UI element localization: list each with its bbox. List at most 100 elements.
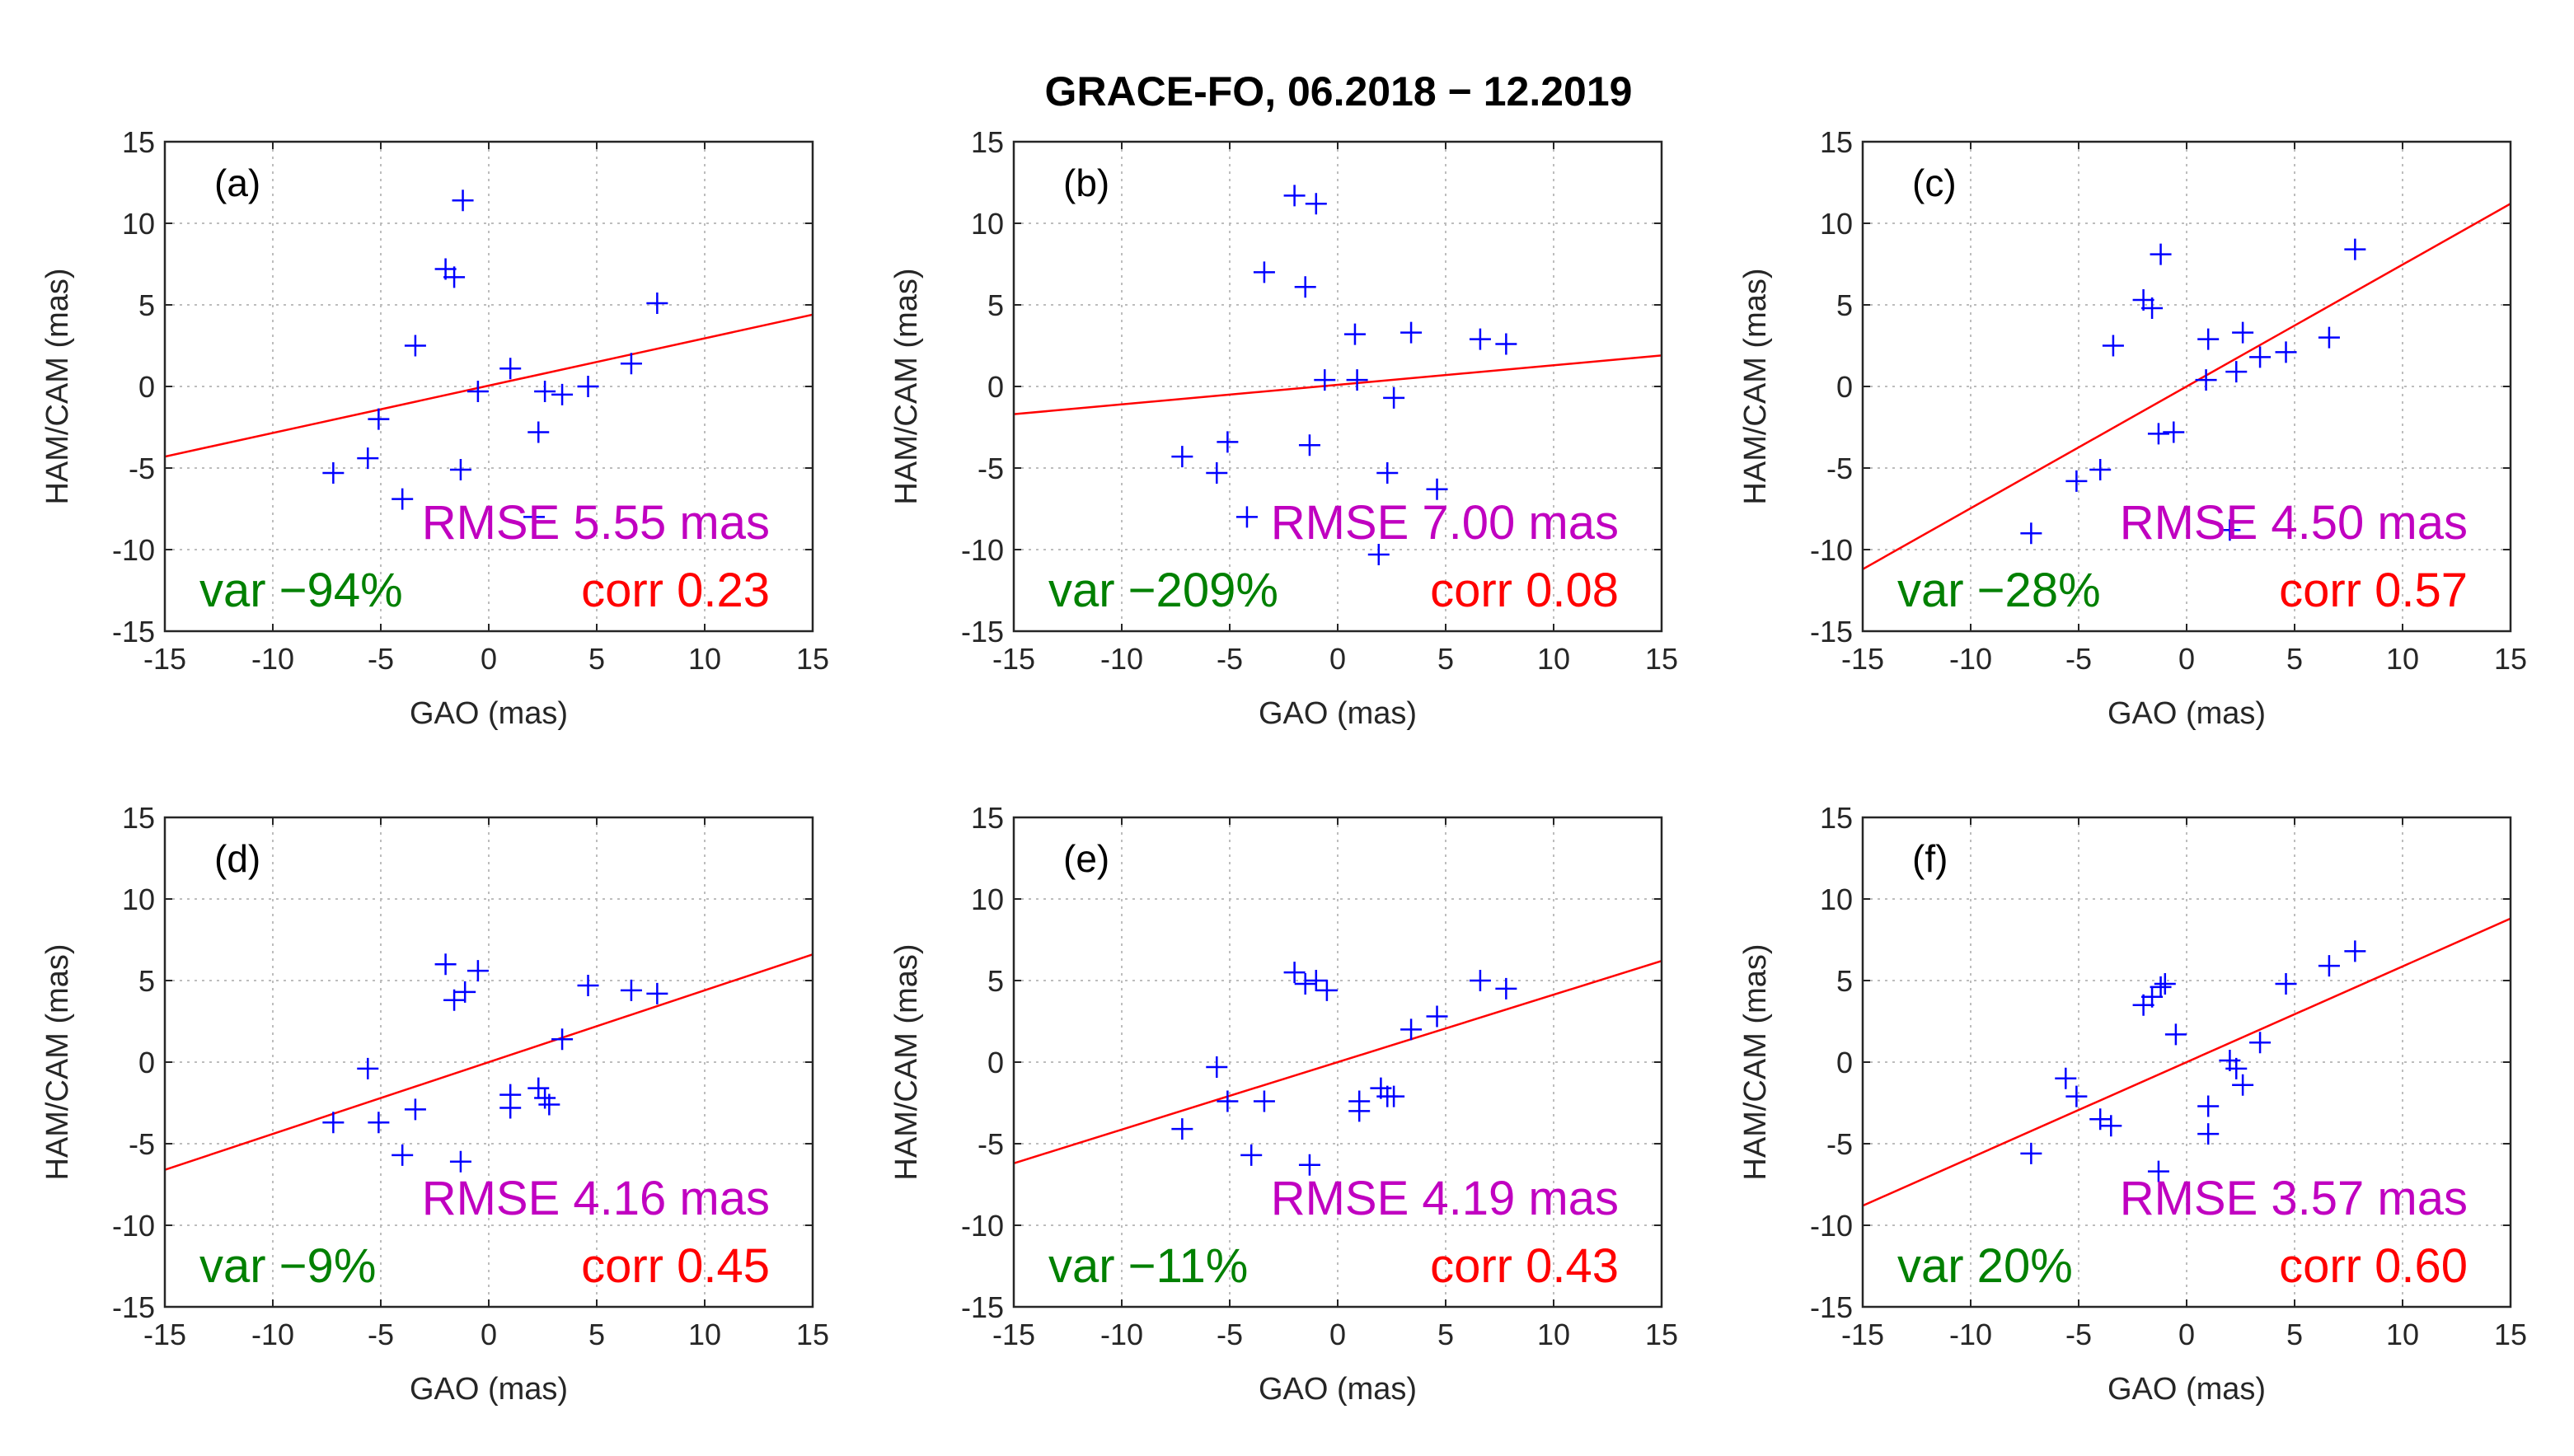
data-point — [1469, 328, 1491, 350]
correlation-text: corr 0.43 — [1430, 1239, 1619, 1293]
y-axis-label: HAM/CAM (mas) — [889, 943, 924, 1180]
fit-line — [165, 953, 813, 1171]
panels: -15 -10 -5 0 5 10 15 15 10 5 0 -5 -10 -15 (a) RMSE 5.55… — [40, 125, 2527, 1407]
y-tick-label: -10 — [961, 1209, 1004, 1243]
data-point — [2275, 341, 2297, 363]
y-tick-label: -5 — [1826, 452, 1853, 485]
data-point — [620, 353, 642, 375]
y-tick-label: 5 — [987, 288, 1004, 322]
data-point — [2249, 1032, 2272, 1054]
fit-line — [165, 313, 813, 458]
data-point — [2150, 243, 2172, 265]
x-tick-label: 10 — [1537, 642, 1570, 676]
y-tick-label: -15 — [112, 1290, 155, 1324]
panel-label: (e) — [1063, 837, 1109, 880]
y-axis-label: HAM/CAM (mas) — [1738, 268, 1773, 504]
x-tick-label: -15 — [992, 1318, 1035, 1351]
y-tick-label: 10 — [1820, 207, 1853, 241]
x-tick-label: -10 — [1949, 642, 1992, 676]
data-point — [2344, 940, 2366, 962]
fit-line — [1863, 917, 2511, 1207]
data-point — [1383, 1085, 1405, 1107]
y-tick-label: 5 — [987, 964, 1004, 998]
data-point — [1171, 1118, 1193, 1140]
axes-frame — [1012, 816, 1663, 1309]
correlation-text: corr 0.60 — [2279, 1239, 2468, 1293]
y-tick-label: 15 — [971, 801, 1004, 835]
axes-frame — [1861, 140, 2512, 633]
x-tick-label: 5 — [2286, 1318, 2303, 1351]
y-tick-label: 0 — [138, 1046, 155, 1079]
y-tick-label: 15 — [1820, 125, 1853, 159]
data-point — [1426, 1005, 1448, 1028]
data-point — [2197, 1123, 2220, 1145]
variance-text: var −11% — [1048, 1239, 1248, 1293]
x-tick-label: 15 — [2494, 1318, 2527, 1351]
data-point — [620, 979, 642, 1001]
data-point — [2225, 1057, 2248, 1079]
data-point — [1400, 1018, 1423, 1041]
x-tick-label: -15 — [143, 642, 186, 676]
data-point — [2318, 326, 2340, 349]
data-point — [2318, 955, 2340, 977]
data-point — [467, 960, 489, 982]
data-point — [577, 974, 599, 996]
variance-text: var −209% — [1048, 564, 1278, 617]
x-tick-label: 5 — [1437, 1318, 1454, 1351]
panel-label: (f) — [1912, 837, 1948, 880]
x-tick-label: -5 — [368, 642, 394, 676]
y-tick-label: 5 — [138, 964, 155, 998]
x-tick-label: 0 — [2178, 642, 2195, 676]
data-point — [534, 380, 556, 402]
correlation-text: corr 0.45 — [581, 1239, 770, 1293]
data-point — [523, 506, 546, 528]
y-axis-label: HAM/CAM (mas) — [1738, 943, 1773, 1180]
y-tick-label: 5 — [1836, 288, 1853, 322]
x-axis-label: GAO (mas) — [410, 696, 568, 731]
data-point — [1217, 1090, 1239, 1112]
data-point — [551, 1028, 574, 1051]
panel-label: (d) — [214, 837, 260, 880]
data-point — [2102, 335, 2124, 357]
y-tick-label: -5 — [1826, 1127, 1853, 1161]
data-point — [1383, 386, 1405, 409]
data-point — [1253, 1090, 1275, 1112]
x-tick-label: 5 — [588, 1318, 605, 1351]
correlation-text: corr 0.57 — [2279, 564, 2468, 617]
data-point — [1367, 543, 1390, 565]
y-tick-label: 0 — [987, 370, 1004, 404]
x-tick-label: -15 — [143, 1318, 186, 1351]
fit-line — [1014, 354, 1662, 415]
y-tick-label: 0 — [1836, 1046, 1853, 1079]
correlation-text: corr 0.08 — [1430, 564, 1619, 617]
axes-frame — [163, 140, 814, 633]
data-point — [1314, 369, 1336, 391]
rmse-text: RMSE 7.00 mas — [1271, 496, 1619, 550]
data-point — [499, 1097, 522, 1119]
data-point — [391, 1144, 414, 1166]
axes-frame — [1861, 816, 2512, 1309]
data-point — [1283, 962, 1306, 984]
data-point — [2147, 423, 2169, 445]
x-tick-label: -15 — [1841, 1318, 1884, 1351]
x-tick-label: 5 — [1437, 642, 1454, 676]
x-tick-label: 10 — [688, 1318, 721, 1351]
x-tick-label: -10 — [251, 642, 294, 676]
x-tick-label: 10 — [2386, 642, 2419, 676]
data-point — [1206, 461, 1228, 484]
x-tick-label: -5 — [1217, 642, 1243, 676]
data-point — [1171, 446, 1193, 468]
panel-a: -15 -10 -5 0 5 10 15 15 10 5 0 -5 -10 -15 (a) RMSE 5.55… — [40, 125, 829, 731]
y-tick-label: -5 — [978, 452, 1004, 485]
axes-frame — [1012, 140, 1663, 633]
data-point — [1400, 321, 1423, 344]
panel-label: (a) — [214, 162, 260, 204]
data-point — [1495, 977, 1517, 1000]
y-tick-label: -15 — [112, 615, 155, 648]
panel-e: -15 -10 -5 0 5 10 15 15 10 5 0 -5 -10 -15 (e) RMSE 4.19… — [889, 801, 1678, 1407]
x-tick-label: -5 — [2065, 642, 2092, 676]
data-point — [452, 190, 474, 212]
data-point — [434, 953, 457, 976]
data-point — [443, 266, 466, 288]
